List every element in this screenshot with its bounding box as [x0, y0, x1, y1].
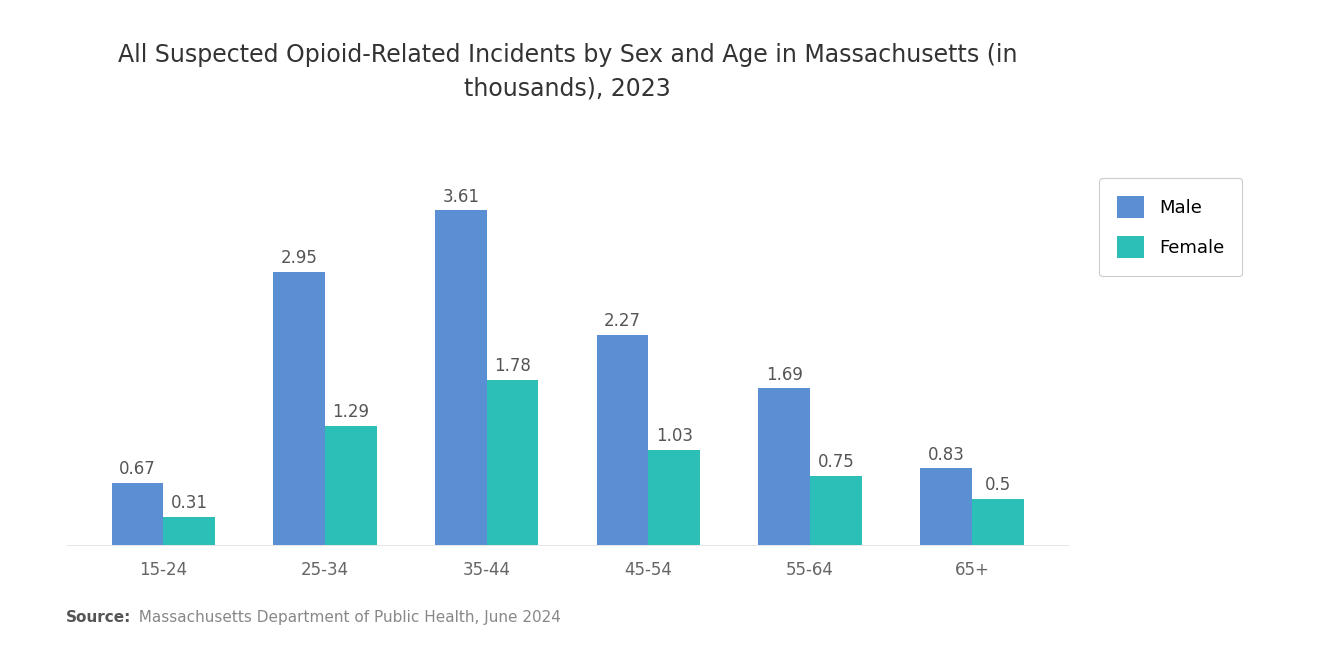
Bar	[648, 450, 700, 545]
Text: 1.03: 1.03	[656, 427, 693, 445]
Text: 3.61: 3.61	[442, 188, 479, 205]
Text: Source:: Source:	[66, 610, 132, 625]
Text: 1.78: 1.78	[494, 358, 531, 376]
Bar	[436, 210, 487, 545]
Text: 2.95: 2.95	[281, 249, 318, 267]
Text: 0.83: 0.83	[928, 446, 965, 464]
Bar	[487, 380, 539, 545]
Bar	[810, 475, 862, 545]
Bar	[972, 499, 1023, 545]
Legend: Male, Female: Male, Female	[1100, 178, 1242, 277]
Bar	[325, 426, 376, 545]
Bar	[597, 334, 648, 545]
Bar	[112, 483, 164, 545]
Text: 0.75: 0.75	[817, 453, 854, 471]
Text: All Suspected Opioid-Related Incidents by Sex and Age in Massachusetts (in
thous: All Suspected Opioid-Related Incidents b…	[117, 43, 1018, 100]
Bar	[164, 517, 215, 545]
Bar	[759, 388, 810, 545]
Text: 1.29: 1.29	[333, 403, 370, 421]
Text: 0.67: 0.67	[119, 460, 156, 479]
Text: 0.31: 0.31	[170, 494, 207, 512]
Text: Massachusetts Department of Public Health, June 2024: Massachusetts Department of Public Healt…	[129, 610, 561, 625]
Text: 0.5: 0.5	[985, 476, 1011, 494]
Text: 2.27: 2.27	[605, 312, 642, 330]
Text: 1.69: 1.69	[766, 366, 803, 384]
Bar	[920, 468, 972, 545]
Bar	[273, 271, 325, 545]
